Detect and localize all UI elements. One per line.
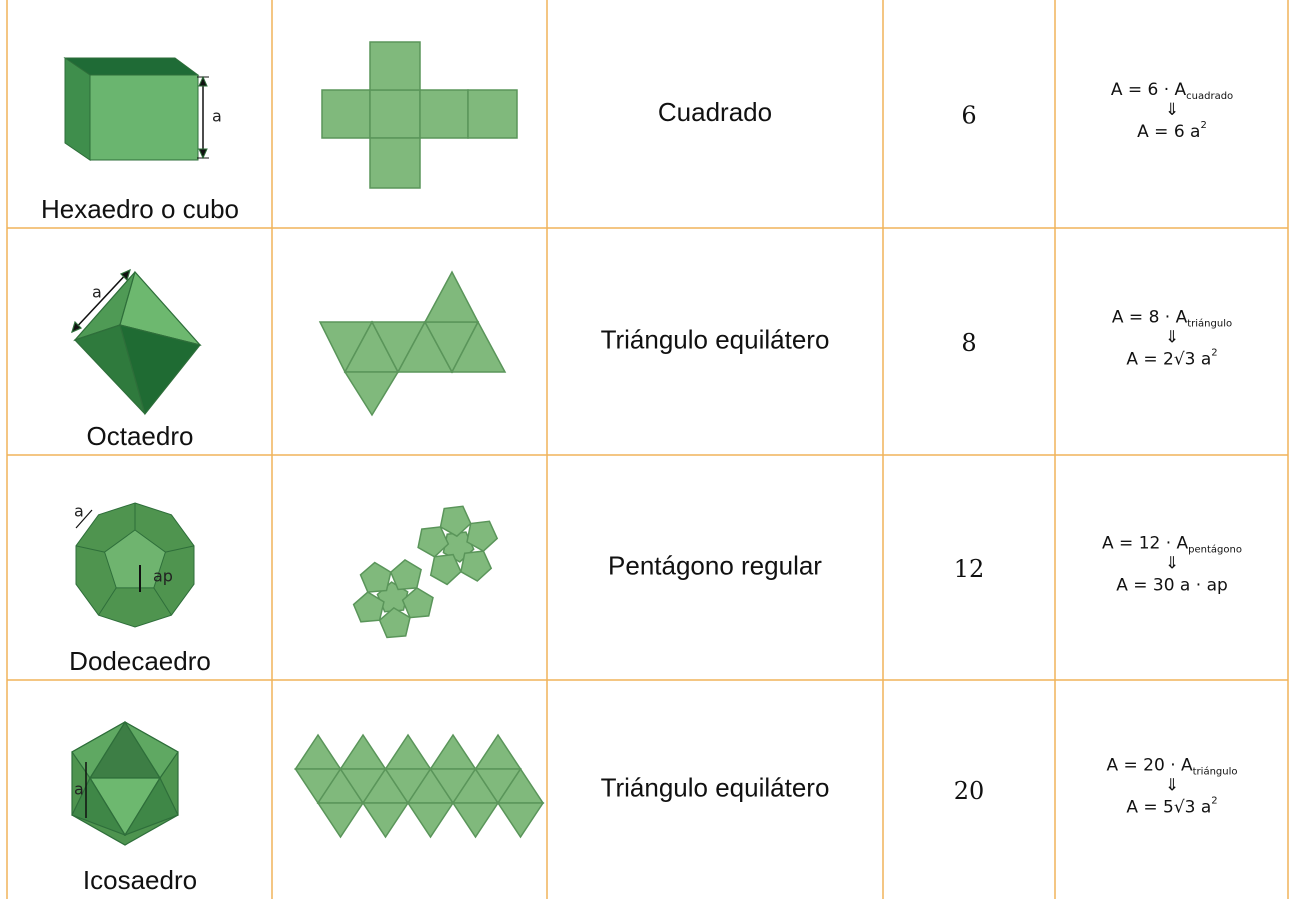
pentagon (389, 558, 422, 591)
triangle (339, 733, 387, 770)
solid-label: a (92, 283, 102, 302)
triangle (316, 802, 365, 839)
triangle (406, 802, 455, 839)
pentagon (466, 520, 499, 553)
face-shape: Triángulo equilátero (601, 324, 830, 354)
formula-arrow: ⇓ (1165, 776, 1179, 796)
formula-superscript: 2 (1211, 348, 1217, 359)
triangle (294, 733, 342, 770)
formula-line: A = 6 · Acuadrado (1111, 80, 1233, 102)
edge (98, 587, 117, 616)
formula-rhs: A = 6 a (1137, 122, 1200, 142)
formula-line: A = 12 · Apentágono (1102, 534, 1242, 556)
solid-name: Hexaedro o cubo (41, 194, 239, 224)
triangle (451, 802, 500, 839)
octahedron-net (318, 270, 507, 417)
formula-line: A = 2√3 a2 (1126, 348, 1217, 370)
solid-label: a (74, 502, 84, 521)
solid-name: Dodecaedro (69, 646, 211, 676)
pentagon (417, 526, 450, 558)
pentagon (359, 561, 392, 593)
formula-arrow: ⇓ (1165, 100, 1179, 120)
solid-label: a (74, 780, 84, 799)
edge (75, 545, 105, 553)
dodecahedron-drawing (75, 502, 195, 628)
face-count: 6 (961, 102, 976, 130)
pentagon (401, 586, 434, 619)
icosahedron-drawing (71, 720, 179, 846)
solid-name: Octaedro (87, 421, 194, 451)
formula-line: A = 5√3 a2 (1126, 796, 1217, 818)
pentagon (352, 591, 385, 623)
edge-marker (75, 509, 93, 529)
face-shape: Pentágono regular (608, 550, 822, 580)
face-shape: Triángulo equilátero (601, 772, 830, 802)
table-text: Hexaedro o cubo a Cuadrado 6 A = 6 · Acuadra… (41, 80, 1242, 895)
formula-subscript: triángulo (1187, 318, 1232, 330)
face-count: 8 (961, 329, 976, 357)
formula-line: A = 8 · Atriángulo (1112, 308, 1232, 330)
pentagon (378, 606, 411, 639)
face-count: 12 (954, 555, 985, 583)
formula-superscript: 2 (1200, 120, 1206, 131)
pentagon (439, 505, 472, 538)
pentagon (429, 553, 462, 586)
cube-net (321, 41, 518, 189)
formula-line: A = 20 · Atriángulo (1106, 756, 1237, 778)
pentagon (460, 550, 493, 582)
solid-name: Icosaedro (83, 865, 197, 895)
dodecahedron-net (352, 505, 499, 639)
triangle (361, 802, 410, 839)
formula-line: A = 30 a · ap (1116, 576, 1228, 596)
formula-rhs: A = 5√3 a (1126, 798, 1211, 818)
edge (165, 545, 195, 553)
solid-label: ap (153, 567, 173, 586)
formula-lhs: A = 12 · A (1102, 534, 1189, 554)
formula-line: A = 6 a2 (1137, 120, 1207, 142)
face-count: 20 (954, 777, 985, 805)
face-shape: Cuadrado (658, 97, 772, 127)
solid-label: a (212, 107, 222, 126)
formula-arrow: ⇓ (1165, 554, 1179, 574)
octahedron-drawing (71, 268, 202, 416)
formula-rhs: A = 2√3 a (1126, 350, 1211, 370)
triangle (384, 733, 432, 770)
formula-lhs: A = 20 · A (1106, 756, 1193, 776)
triangle (429, 733, 477, 770)
triangle (474, 733, 522, 770)
formula-superscript: 2 (1211, 796, 1217, 807)
pentagon-face (104, 529, 166, 589)
formula-subscript: cuadrado (1186, 91, 1233, 102)
formula-lhs: A = 8 · A (1112, 308, 1188, 328)
formula-subscript: pentágono (1188, 544, 1242, 556)
formula-subscript: triángulo (1193, 766, 1238, 778)
formula-arrow: ⇓ (1165, 328, 1179, 348)
cube-drawing (63, 57, 209, 161)
formula-lhs: A = 6 · A (1111, 80, 1187, 100)
table-borders (6, 0, 1289, 899)
edge (153, 587, 172, 616)
formula-rhs: A = 30 a · ap (1116, 576, 1228, 596)
triangle (496, 802, 545, 839)
icosahedron-net (294, 733, 545, 839)
